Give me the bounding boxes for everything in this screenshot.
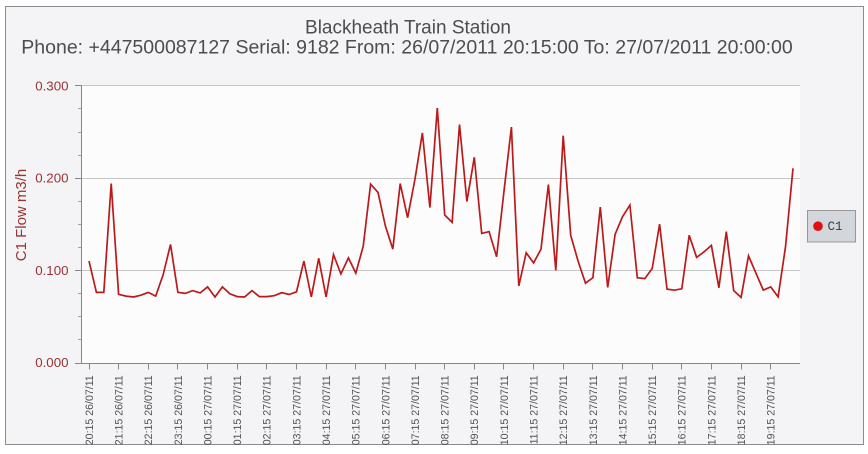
svg-text:C1: C1: [828, 220, 843, 234]
svg-text:Blackheath Train Station: Blackheath Train Station: [305, 17, 511, 38]
svg-text:01:15 27/07/11: 01:15 27/07/11: [232, 375, 244, 445]
svg-text:06:15 27/07/11: 06:15 27/07/11: [380, 375, 392, 445]
svg-text:07:15 27/07/11: 07:15 27/07/11: [410, 375, 422, 445]
svg-text:C1 Flow m3/h: C1 Flow m3/h: [13, 169, 30, 262]
svg-text:10:15 27/07/11: 10:15 27/07/11: [499, 375, 511, 445]
svg-text:04:15 27/07/11: 04:15 27/07/11: [321, 375, 333, 445]
svg-text:0.300: 0.300: [35, 79, 68, 94]
svg-text:08:15 27/07/11: 08:15 27/07/11: [440, 375, 452, 445]
svg-text:13:15 27/07/11: 13:15 27/07/11: [588, 375, 600, 445]
svg-text:05:15 27/07/11: 05:15 27/07/11: [351, 375, 363, 445]
svg-text:17:15 27/07/11: 17:15 27/07/11: [706, 375, 718, 445]
svg-text:03:15 27/07/11: 03:15 27/07/11: [291, 375, 303, 445]
svg-text:0.200: 0.200: [35, 171, 68, 186]
svg-text:22:15 26/07/11: 22:15 26/07/11: [143, 375, 155, 445]
svg-text:09:15 27/07/11: 09:15 27/07/11: [469, 375, 481, 445]
svg-text:00:15 27/07/11: 00:15 27/07/11: [203, 375, 215, 445]
svg-text:0.000: 0.000: [35, 355, 68, 370]
svg-text:21:15 26/07/11: 21:15 26/07/11: [114, 375, 126, 445]
svg-text:11:15 27/07/11: 11:15 27/07/11: [529, 375, 541, 444]
svg-text:23:15 26/07/11: 23:15 26/07/11: [173, 375, 185, 445]
svg-text:15:15 27/07/11: 15:15 27/07/11: [647, 375, 659, 445]
svg-text:0.100: 0.100: [35, 263, 68, 278]
svg-text:19:15 27/07/11: 19:15 27/07/11: [766, 375, 778, 445]
svg-text:14:15 27/07/11: 14:15 27/07/11: [617, 375, 629, 445]
svg-text:02:15 27/07/11: 02:15 27/07/11: [262, 375, 274, 445]
svg-text:18:15 27/07/11: 18:15 27/07/11: [736, 375, 748, 445]
svg-text:Phone: +447500087127 Serial: 9: Phone: +447500087127 Serial: 9182 From: …: [21, 37, 793, 59]
svg-text:20:15 26/07/11: 20:15 26/07/11: [84, 375, 96, 445]
svg-text:16:15 27/07/11: 16:15 27/07/11: [677, 375, 689, 445]
svg-text:12:15 27/07/11: 12:15 27/07/11: [558, 375, 570, 445]
